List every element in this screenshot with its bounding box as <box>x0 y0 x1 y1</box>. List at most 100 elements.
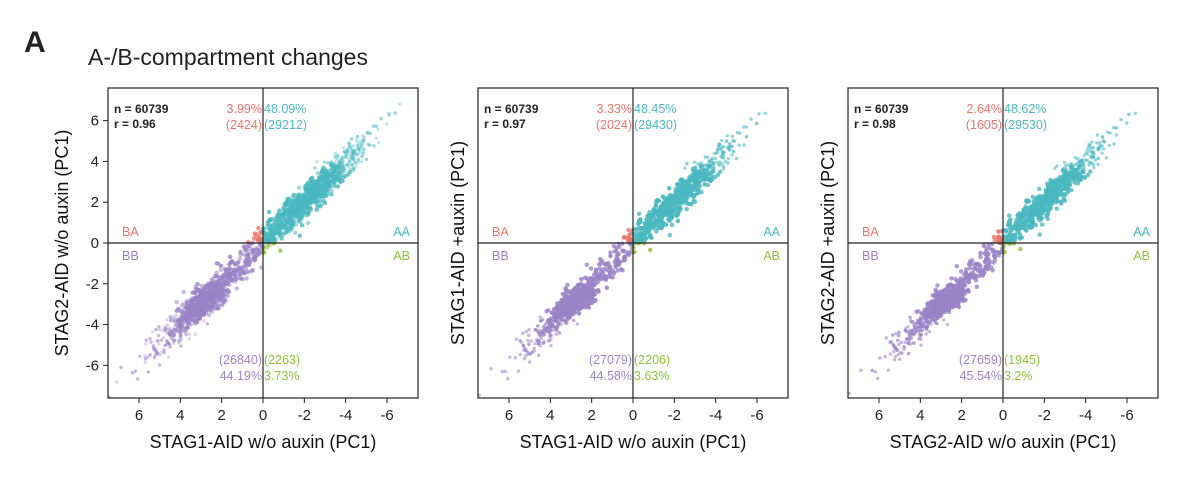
data-point <box>540 331 545 335</box>
data-point <box>696 162 700 166</box>
data-point <box>187 322 191 326</box>
data-point <box>710 160 714 165</box>
data-point <box>521 343 525 347</box>
data-point <box>718 169 723 174</box>
data-point <box>699 164 704 169</box>
data-point <box>270 227 276 232</box>
data-point <box>177 320 182 325</box>
data-point <box>185 320 189 324</box>
data-point <box>356 157 360 161</box>
data-point <box>168 328 172 332</box>
data-point <box>247 243 252 249</box>
data-point <box>536 341 541 346</box>
data-point <box>185 324 189 329</box>
data-point <box>208 281 213 286</box>
data-point <box>186 321 190 326</box>
data-point <box>197 305 202 310</box>
data-point <box>536 341 541 346</box>
data-point <box>533 328 537 332</box>
data-point <box>172 336 176 340</box>
data-point <box>362 147 366 152</box>
data-point <box>547 325 551 329</box>
data-point <box>360 154 364 159</box>
data-point <box>350 163 354 167</box>
data-point <box>727 146 731 150</box>
data-point <box>728 144 732 149</box>
data-point <box>545 329 549 334</box>
data-point <box>179 333 183 337</box>
data-point <box>178 318 182 322</box>
data-point <box>548 324 552 328</box>
data-point <box>157 342 161 346</box>
data-point <box>177 329 181 333</box>
data-point <box>166 341 171 346</box>
data-point <box>539 333 543 337</box>
data-point <box>350 149 354 154</box>
data-point <box>653 202 658 208</box>
data-point <box>550 318 554 323</box>
data-point <box>173 328 177 333</box>
data-point <box>308 177 313 183</box>
data-point <box>522 357 527 361</box>
data-point <box>506 377 510 381</box>
data-point <box>178 334 182 338</box>
data-point <box>179 344 183 348</box>
data-point <box>549 316 553 320</box>
data-point <box>546 320 550 324</box>
data-point <box>242 259 248 264</box>
data-point <box>541 341 546 345</box>
data-point <box>368 131 372 135</box>
data-point <box>148 353 152 357</box>
ab-count: (2263) <box>264 353 300 367</box>
data-point <box>526 352 531 356</box>
data-point <box>355 144 360 148</box>
data-point <box>188 299 193 304</box>
data-point <box>705 166 710 171</box>
data-point <box>691 166 696 171</box>
data-point <box>545 320 549 325</box>
data-point <box>307 205 313 210</box>
data-point <box>322 160 327 164</box>
data-point <box>720 138 724 143</box>
data-point <box>332 183 337 189</box>
data-point <box>182 329 187 333</box>
data-point <box>185 325 190 329</box>
data-point <box>189 316 193 321</box>
data-point <box>523 347 528 351</box>
data-point <box>153 349 158 353</box>
data-point <box>331 170 337 175</box>
data-point <box>349 147 353 151</box>
data-point <box>715 172 721 177</box>
data-point <box>538 334 542 338</box>
data-point <box>172 318 177 323</box>
data-point <box>597 262 602 267</box>
data-point <box>336 153 340 158</box>
data-point <box>359 142 363 146</box>
data-point <box>538 315 542 319</box>
data-point <box>251 247 256 252</box>
data-point <box>186 326 190 330</box>
data-point <box>692 160 697 164</box>
data-point <box>237 256 243 261</box>
data-point <box>728 144 732 149</box>
data-point <box>341 146 346 150</box>
data-point <box>728 148 732 152</box>
data-point <box>353 161 358 165</box>
aa-percent: 48.09% <box>264 102 306 116</box>
data-point <box>333 154 337 159</box>
data-point <box>178 324 182 329</box>
data-point <box>565 321 569 325</box>
data-point <box>151 345 156 349</box>
data-point <box>550 310 555 316</box>
data-point <box>168 326 172 331</box>
data-point <box>185 319 189 323</box>
data-point <box>354 137 359 142</box>
data-point <box>221 293 226 298</box>
data-point <box>175 328 179 333</box>
data-point <box>522 346 527 350</box>
data-point <box>155 339 159 343</box>
data-point <box>218 267 223 273</box>
data-point <box>356 160 360 164</box>
y-tick-label: 2 <box>91 194 99 211</box>
data-point <box>166 341 171 346</box>
